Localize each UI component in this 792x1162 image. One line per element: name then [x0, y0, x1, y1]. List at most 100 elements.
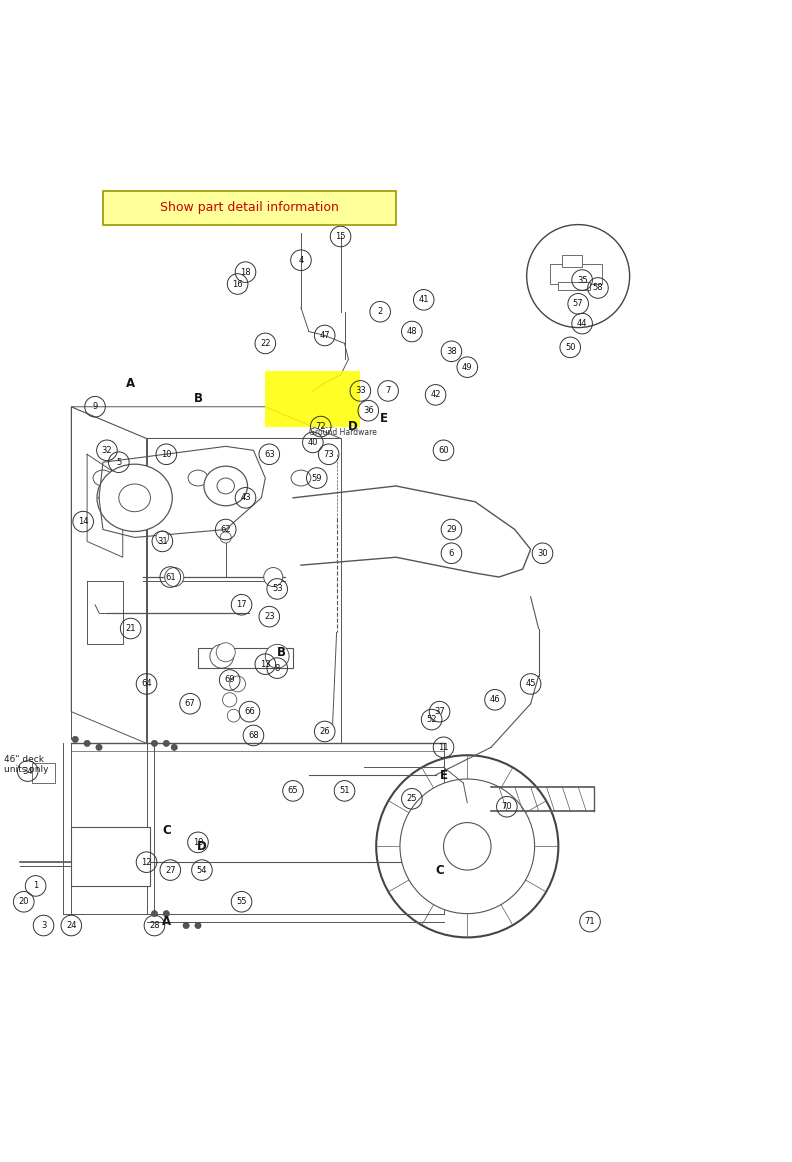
Text: 13: 13 — [260, 660, 271, 668]
Ellipse shape — [217, 478, 234, 494]
Ellipse shape — [204, 466, 247, 505]
Text: 14: 14 — [78, 517, 89, 526]
Text: 45: 45 — [525, 680, 536, 688]
Text: 60: 60 — [438, 446, 449, 454]
Text: 37: 37 — [434, 708, 445, 716]
Text: 15: 15 — [335, 232, 346, 241]
Text: 24: 24 — [66, 921, 77, 930]
Text: 52: 52 — [426, 715, 437, 724]
Text: 12: 12 — [141, 858, 152, 867]
Text: 35: 35 — [577, 275, 588, 285]
Bar — [198, 648, 293, 668]
Text: 55: 55 — [236, 897, 247, 906]
Circle shape — [376, 755, 558, 938]
Circle shape — [216, 643, 235, 662]
Text: 58: 58 — [592, 284, 604, 293]
Text: 66: 66 — [244, 708, 255, 716]
Text: 67: 67 — [185, 700, 196, 709]
Text: 51: 51 — [339, 787, 350, 795]
Text: 69: 69 — [224, 675, 235, 684]
Text: E: E — [380, 413, 388, 425]
Text: 36: 36 — [363, 407, 374, 415]
Text: B: B — [193, 393, 203, 406]
Bar — [32, 763, 55, 783]
Bar — [550, 264, 602, 284]
Text: 68: 68 — [248, 731, 259, 740]
Text: 53: 53 — [272, 584, 283, 594]
Text: Ground Hardware: Ground Hardware — [309, 428, 377, 437]
Text: C: C — [162, 824, 171, 837]
Text: 10: 10 — [161, 450, 172, 459]
Text: 20: 20 — [18, 897, 29, 906]
Text: 9: 9 — [93, 402, 97, 411]
Polygon shape — [147, 438, 341, 744]
Text: 23: 23 — [264, 612, 275, 622]
Text: 44: 44 — [577, 320, 588, 328]
Circle shape — [96, 744, 102, 751]
Text: 22: 22 — [260, 339, 271, 347]
Ellipse shape — [119, 485, 150, 511]
Text: 61: 61 — [165, 573, 176, 581]
Bar — [265, 371, 360, 426]
Text: 5: 5 — [116, 458, 121, 467]
Circle shape — [151, 911, 158, 917]
Circle shape — [220, 532, 231, 543]
Text: 29: 29 — [446, 525, 457, 535]
Circle shape — [165, 567, 184, 587]
Text: 6: 6 — [449, 548, 454, 558]
Bar — [558, 281, 590, 289]
Text: 18: 18 — [240, 267, 251, 277]
Circle shape — [223, 693, 237, 706]
Text: 27: 27 — [165, 866, 176, 875]
Text: 25: 25 — [406, 795, 417, 803]
Text: 33: 33 — [355, 387, 366, 395]
Ellipse shape — [97, 464, 173, 531]
Bar — [562, 256, 582, 267]
Text: 73: 73 — [323, 450, 334, 459]
Circle shape — [151, 740, 158, 746]
Text: 30: 30 — [537, 548, 548, 558]
Text: 43: 43 — [240, 494, 251, 502]
Text: 63: 63 — [264, 450, 275, 459]
Text: 3: 3 — [41, 921, 46, 930]
Text: 46" deck
units only: 46" deck units only — [4, 755, 48, 774]
Circle shape — [444, 823, 491, 870]
Bar — [71, 826, 150, 885]
Text: 46: 46 — [489, 695, 501, 704]
Text: 34: 34 — [22, 767, 33, 775]
Circle shape — [227, 709, 240, 722]
Circle shape — [400, 779, 535, 913]
Circle shape — [163, 911, 169, 917]
Text: 57: 57 — [573, 300, 584, 308]
Text: C: C — [435, 863, 444, 876]
Ellipse shape — [93, 471, 112, 486]
Text: 17: 17 — [236, 601, 247, 609]
Text: E: E — [440, 768, 447, 782]
Polygon shape — [71, 407, 341, 438]
Circle shape — [265, 645, 289, 668]
Circle shape — [156, 531, 169, 544]
Text: 19: 19 — [192, 838, 204, 847]
Text: 54: 54 — [196, 866, 208, 875]
Text: 1: 1 — [33, 882, 38, 890]
Text: 4: 4 — [299, 256, 303, 265]
Text: 64: 64 — [141, 680, 152, 688]
Text: 59: 59 — [311, 474, 322, 482]
Circle shape — [230, 676, 246, 691]
Circle shape — [210, 645, 234, 668]
Text: 8: 8 — [275, 664, 280, 673]
Text: 32: 32 — [101, 446, 112, 454]
Text: B: B — [276, 646, 286, 659]
Text: 21: 21 — [125, 624, 136, 633]
Text: 72: 72 — [315, 422, 326, 431]
Text: D: D — [348, 419, 357, 433]
Text: 28: 28 — [149, 921, 160, 930]
Text: 26: 26 — [319, 727, 330, 736]
Text: D: D — [197, 840, 207, 853]
Text: 47: 47 — [319, 331, 330, 340]
Ellipse shape — [188, 471, 208, 486]
Text: 62: 62 — [220, 525, 231, 535]
Text: 48: 48 — [406, 327, 417, 336]
Text: 42: 42 — [430, 390, 441, 400]
FancyBboxPatch shape — [103, 191, 396, 224]
